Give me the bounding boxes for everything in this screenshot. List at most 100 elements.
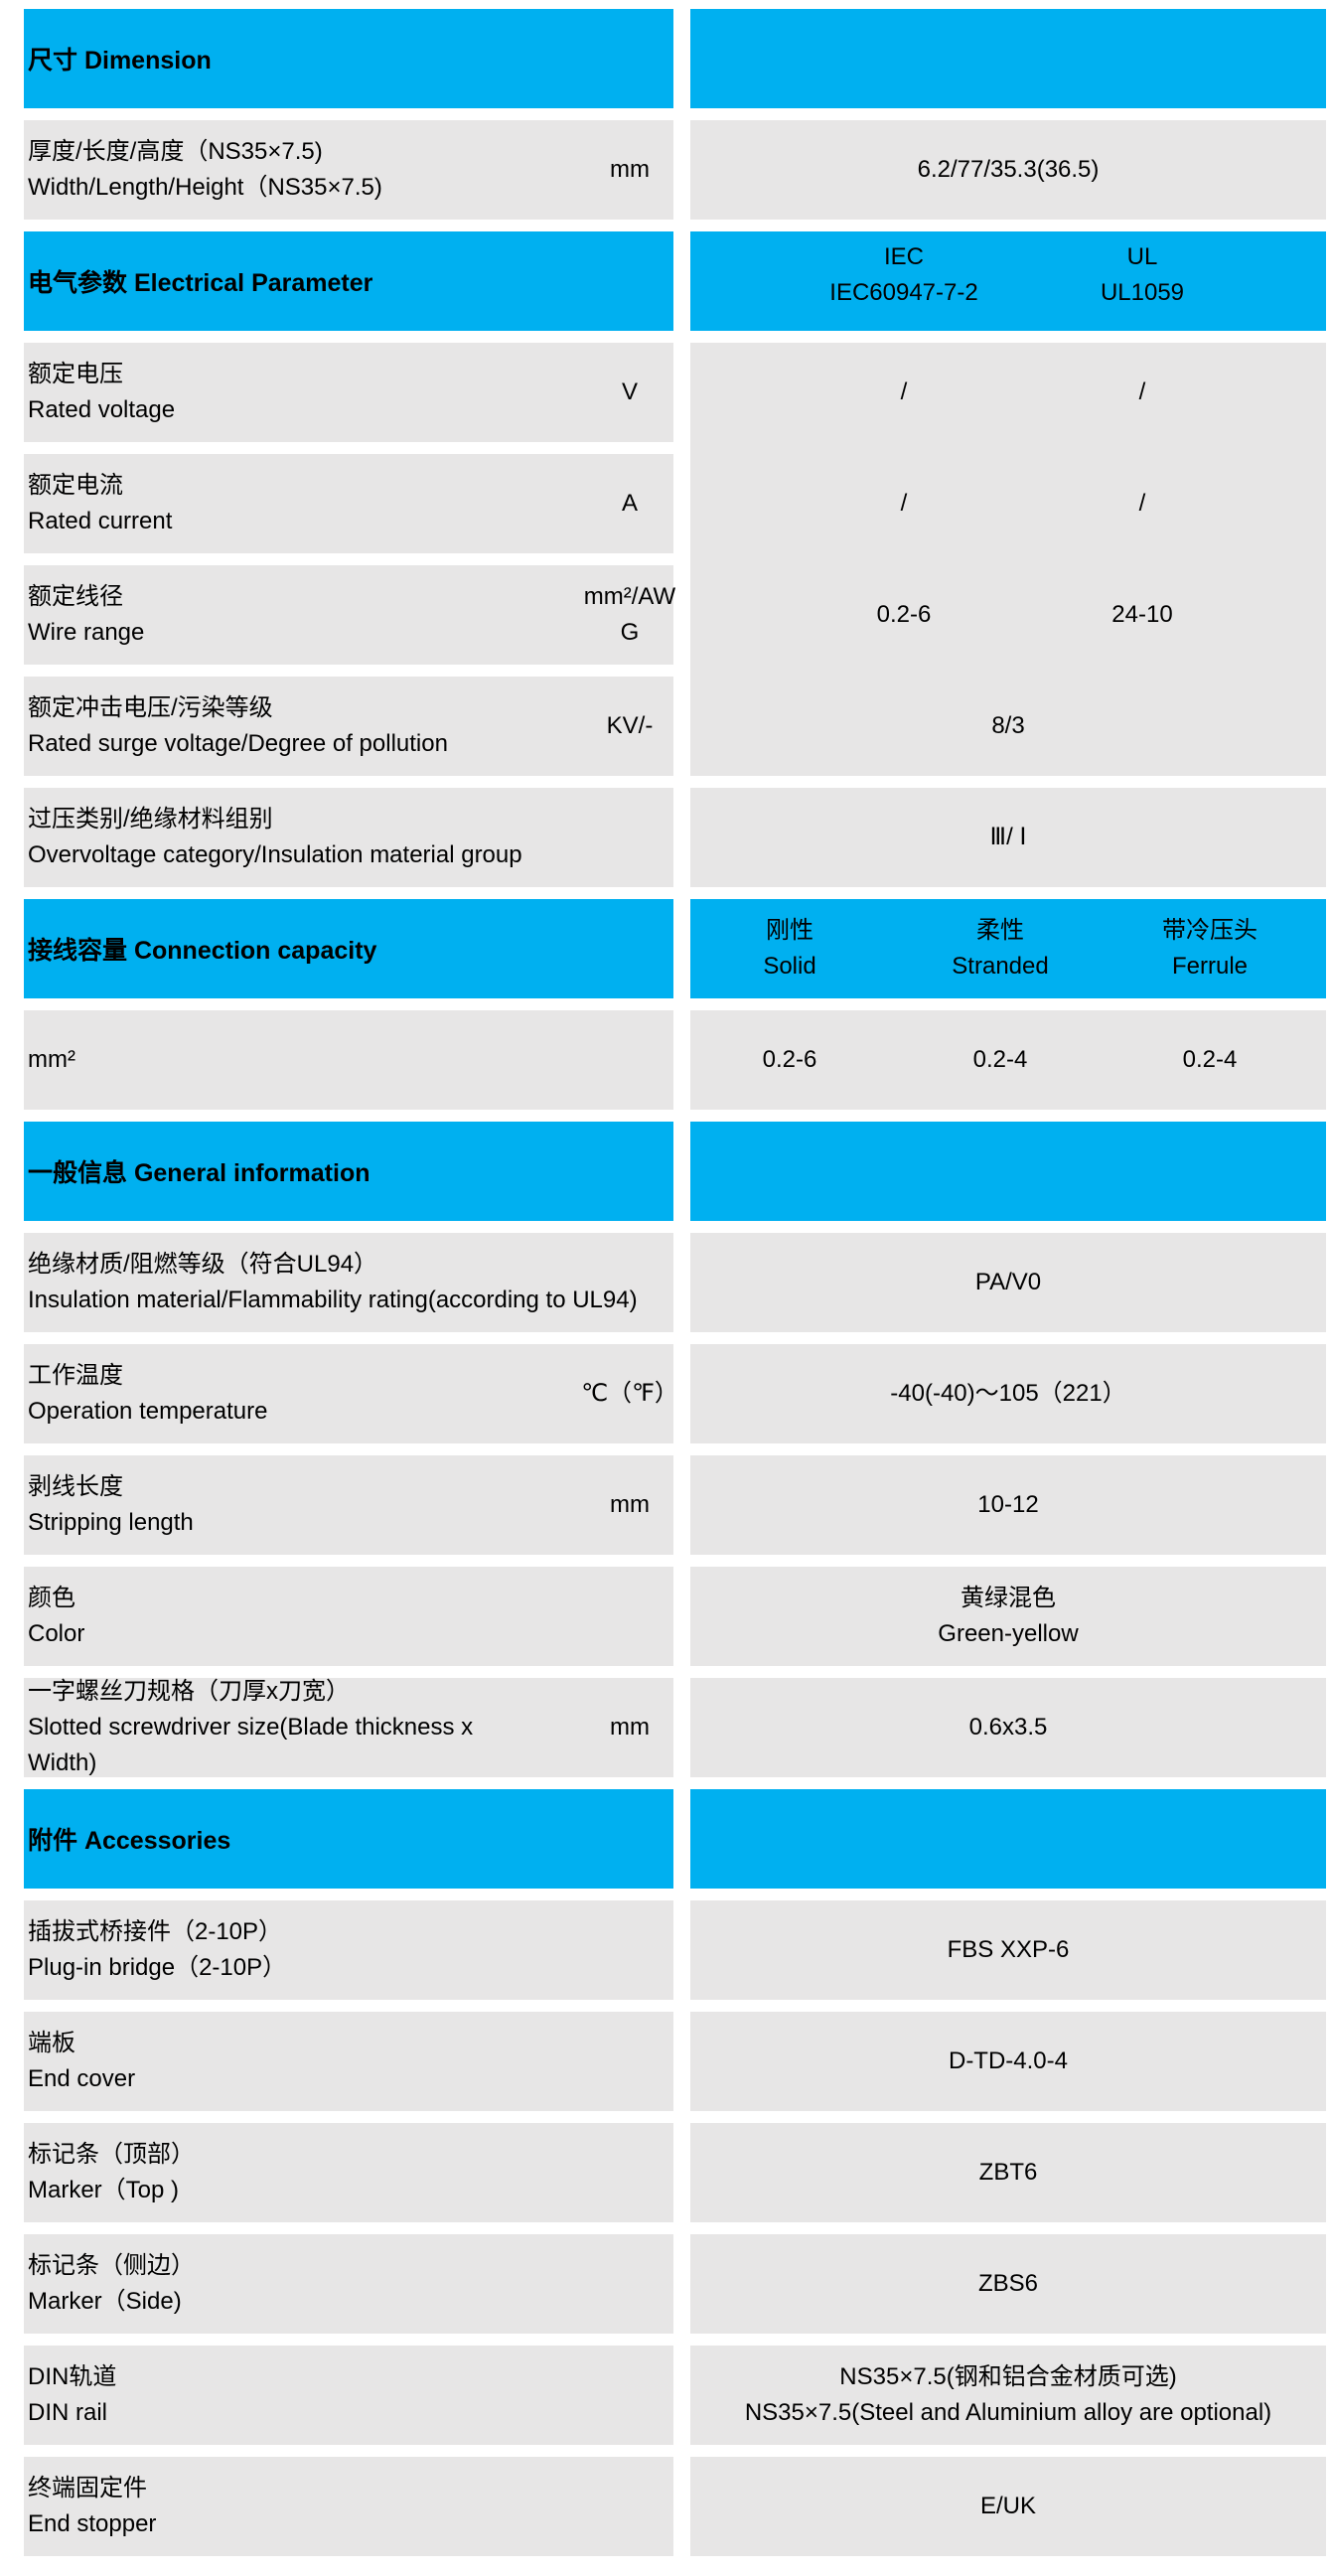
unit-label: V: [621, 379, 638, 405]
label-cn: 绝缘材质/阻燃等级（符合UL94）: [28, 1251, 378, 1278]
row-label: 标记条（侧边） Marker（Side): [28, 2248, 664, 2320]
row-label: 额定电压 Rated voltage: [28, 357, 544, 428]
label-cn: 标记条（侧边）: [28, 2252, 195, 2279]
column-value: IEC IEC60947-7-2: [829, 239, 977, 311]
table-row-label: 额定电流 Rated current A: [24, 454, 673, 553]
column-value: 柔性 Stranded: [952, 913, 1048, 985]
label-en: Slotted screwdriver size(Blade thickness…: [28, 1714, 474, 1776]
unit-label: A: [621, 490, 638, 517]
value: /: [900, 490, 908, 517]
value-line: NS35×7.5(钢和铝合金材质可选): [839, 2363, 1177, 2390]
label-cn: DIN轨道: [28, 2363, 117, 2390]
unit-label: mm: [610, 1491, 650, 1518]
table-row-value: NS35×7.5(钢和铝合金材质可选) NS35×7.5(Steel and Al…: [690, 2346, 1326, 2445]
label-en: Operation temperature: [28, 1398, 268, 1425]
value-line: Ferrule: [1171, 953, 1249, 980]
label-cn: 颜色: [28, 1585, 75, 1611]
table-row-label: 插拔式桥接件（2-10P） Plug-in bridge（2-10P）: [24, 1900, 673, 2000]
row-label: 颜色 Color: [28, 1581, 664, 1652]
value-line: NS35×7.5(Steel and Aluminium alloy are o…: [744, 2399, 1272, 2426]
value-line: Solid: [763, 953, 816, 980]
value-line: 带冷压头: [1162, 917, 1257, 944]
row-label: 一字螺丝刀规格（刀厚x刀宽） Slotted screwdriver size(B…: [28, 1674, 544, 1781]
unit-label: KV/-: [606, 712, 654, 739]
section-title: 接线容量 Connection capacity: [28, 937, 377, 965]
column-value: 0.2-6: [762, 1046, 817, 1073]
section-header-values: [690, 1122, 1326, 1221]
label-en: End cover: [28, 2065, 136, 2092]
value: PA/V0: [974, 1269, 1042, 1295]
row-label: DIN轨道 DIN rail: [28, 2359, 664, 2431]
value: -40(-40)～105（221）: [890, 1380, 1126, 1407]
table-row-value: E/UK: [690, 2457, 1326, 2556]
row-label: 额定冲击电压/污染等级 Rated surge voltage/Degree of…: [28, 690, 544, 762]
column-value: 刚性 Solid: [763, 913, 815, 985]
value-line: 刚性: [766, 917, 813, 944]
table-row-label: 额定冲击电压/污染等级 Rated surge voltage/Degree of…: [24, 677, 673, 776]
table-row-label: 过压类别/绝缘材料组别 Overvoltage category/Insulati…: [24, 788, 673, 887]
row-label: 额定电流 Rated current: [28, 468, 544, 539]
table-row-value: / / / / 0.2-6 24-10 8/3: [690, 343, 1326, 776]
value: 0.6x3.5: [968, 1714, 1048, 1741]
value: 黄绿混色 Green-yellow: [690, 1567, 1326, 1666]
value: 8/3: [991, 712, 1025, 739]
row-label: 厚度/长度/高度（NS35×7.5) Width/Length/Height（NS…: [28, 134, 544, 206]
value-line: 柔性: [976, 917, 1024, 944]
value: FBS XXP-6: [947, 1936, 1070, 1963]
label-en: Stripping length: [28, 1509, 194, 1536]
label-en: DIN rail: [28, 2399, 108, 2426]
value: D-TD-4.0-4: [948, 2047, 1068, 2074]
value-line: UL1059: [1100, 279, 1185, 306]
table-row-label: 一字螺丝刀规格（刀厚x刀宽） Slotted screwdriver size(B…: [24, 1678, 673, 1777]
section-header-values: 刚性 Solid 柔性 Stranded 带冷压头 Ferrule: [690, 899, 1326, 998]
spec-table: 尺寸 Dimension 厚度/长度/高度（NS35×7.5) Width/Leng…: [24, 9, 1326, 2556]
label-cn: 插拔式桥接件（2-10P）: [28, 1918, 283, 1945]
value-line: 黄绿混色: [960, 1585, 1056, 1611]
value-line: UL: [1126, 243, 1158, 270]
value-line: IEC: [883, 243, 924, 270]
value: ZBS6: [977, 2270, 1039, 2297]
section-header-values: IEC IEC60947-7-2 UL UL1059: [690, 231, 1326, 331]
section-header: 尺寸 Dimension: [24, 9, 673, 108]
table-row-value: 6.2/77/35.3(36.5): [690, 120, 1326, 220]
unit-label: mm: [610, 156, 650, 183]
value: 24-10: [1111, 601, 1173, 628]
column-value: 0.2-4: [972, 1046, 1028, 1073]
section-title: 尺寸 Dimension: [28, 47, 212, 75]
unit-label: mm: [610, 1714, 650, 1741]
label-en: Marker（Top ): [28, 2177, 180, 2203]
label-cn: 额定冲击电压/污染等级: [28, 694, 273, 721]
label-cn: 额定电压: [28, 361, 123, 387]
column-value: 0.2-4: [1182, 1046, 1238, 1073]
label-cn: 额定线径: [28, 583, 123, 610]
value: ZBT6: [978, 2159, 1038, 2186]
table-row-value: 黄绿混色 Green-yellow: [690, 1567, 1326, 1666]
row-label: 过压类别/绝缘材料组别 Overvoltage category/Insulati…: [28, 802, 664, 873]
row-label: 工作温度 Operation temperature: [28, 1358, 544, 1430]
value-line: IEC60947-7-2: [829, 279, 978, 306]
row-label: 剥线长度 Stripping length: [28, 1469, 544, 1541]
table-row-value: Ⅲ/ Ⅰ: [690, 788, 1326, 887]
label-en: End stopper: [28, 2510, 157, 2537]
row-label: 插拔式桥接件（2-10P） Plug-in bridge（2-10P）: [28, 1914, 664, 1986]
value: 6.2/77/35.3(36.5): [917, 156, 1100, 183]
table-row-value: 10-12: [690, 1455, 1326, 1555]
label-cn: 厚度/长度/高度（NS35×7.5): [28, 138, 323, 165]
value-line: Stranded: [952, 953, 1049, 980]
label-en: mm²: [28, 1046, 75, 1073]
table-row-value: -40(-40)～105（221）: [690, 1344, 1326, 1443]
table-row-value: PA/V0: [690, 1233, 1326, 1332]
row-label: 终端固定件 End stopper: [28, 2471, 664, 2542]
table-row-label: 终端固定件 End stopper: [24, 2457, 673, 2556]
table-row-label: 绝缘材质/阻燃等级（符合UL94） Insulation material/Fla…: [24, 1233, 673, 1332]
row-label: 标记条（顶部） Marker（Top ): [28, 2137, 664, 2208]
value-line: Green-yellow: [938, 1620, 1079, 1647]
label-en: Marker（Side): [28, 2288, 182, 2315]
section-header: 电气参数 Electrical Parameter: [24, 231, 673, 331]
table-row-value: FBS XXP-6: [690, 1900, 1326, 2000]
table-row-value: 0.2-6 0.2-4 0.2-4: [690, 1010, 1326, 1110]
column-value: UL UL1059: [1101, 239, 1184, 311]
table-row-value: D-TD-4.0-4: [690, 2012, 1326, 2111]
table-row-value: 0.6x3.5: [690, 1678, 1326, 1777]
value: NS35×7.5(钢和铝合金材质可选) NS35×7.5(Steel and Al…: [690, 2346, 1326, 2445]
